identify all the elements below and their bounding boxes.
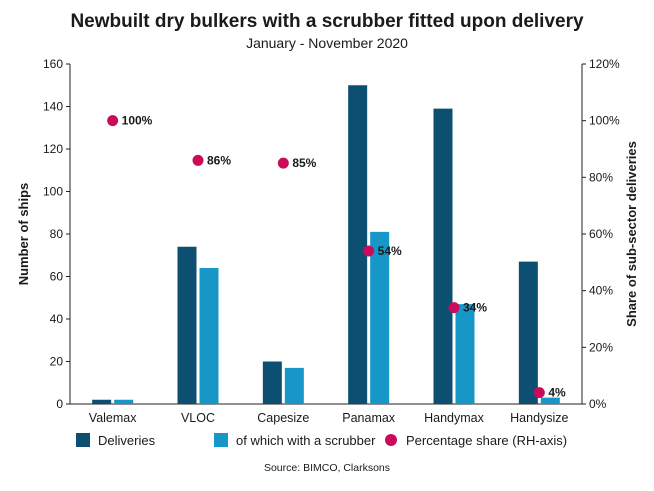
x-tick-label: Valemax — [89, 411, 137, 425]
bar-deliveries — [348, 85, 368, 404]
legend-swatch-share — [385, 434, 397, 446]
y2-tick-label: 120% — [589, 57, 620, 71]
chart-title: Newbuilt dry bulkers with a scrubber fit… — [70, 11, 584, 32]
x-tick-label: VLOC — [181, 411, 215, 425]
share-point — [363, 245, 375, 257]
share-data-label: 54% — [378, 244, 402, 258]
y2-tick-label: 20% — [589, 340, 613, 354]
share-point — [448, 302, 460, 314]
legend-label: of which with a scrubber — [236, 433, 376, 448]
legend: Deliveries of which with a scrubber Percen… — [76, 433, 567, 448]
plot-area: 0 20 40 60 80 100 120 140 160 0% 20% 40% 60% 80% 100% 1… — [43, 57, 620, 425]
legend-label: Deliveries — [98, 433, 156, 448]
chart-subtitle: January - November 2020 — [246, 35, 408, 51]
bar-scrubber — [455, 304, 475, 404]
share-point — [192, 154, 204, 166]
share-point — [277, 157, 289, 169]
bar-deliveries — [92, 399, 112, 404]
x-tick-label: Capesize — [257, 411, 309, 425]
x-tick-label: Handymax — [424, 411, 484, 425]
y2-tick-label: 80% — [589, 170, 613, 184]
source-note: Source: BIMCO, Clarksons — [264, 462, 390, 474]
legend-label: Percentage share (RH-axis) — [406, 433, 567, 448]
bar-scrubber — [370, 231, 390, 404]
y-tick-label: 40 — [50, 312, 64, 326]
x-tick-label: Panamax — [342, 411, 396, 425]
bar-deliveries — [262, 361, 282, 404]
share-point — [533, 387, 545, 399]
share-data-label: 86% — [207, 153, 231, 167]
y2-axis-title: Share of sub-sector deliveries — [624, 141, 639, 327]
y2-tick-label: 100% — [589, 114, 620, 128]
legend-swatch-scrubber — [214, 433, 228, 447]
share-data-label: 100% — [122, 114, 153, 128]
bar-scrubber — [199, 268, 219, 404]
bar-deliveries — [518, 261, 538, 404]
y-tick-label: 160 — [43, 57, 63, 71]
bar-scrubber — [284, 367, 304, 404]
y-tick-label: 80 — [50, 227, 64, 241]
y2-tick-label: 60% — [589, 227, 613, 241]
y2-tick-label: 0% — [589, 397, 607, 411]
share-point — [107, 115, 119, 127]
share-data-label: 34% — [463, 301, 487, 315]
x-tick-label: Handysize — [510, 411, 568, 425]
y2-tick-label: 40% — [589, 284, 613, 298]
bar-scrubber — [114, 399, 134, 404]
share-data-label: 85% — [292, 156, 316, 170]
y-tick-label: 120 — [43, 142, 63, 156]
bar-scrubber — [540, 397, 560, 404]
bar-deliveries — [177, 246, 197, 404]
legend-swatch-deliveries — [76, 433, 90, 447]
y-tick-label: 140 — [43, 100, 63, 114]
y-tick-label: 100 — [43, 185, 63, 199]
y-tick-label: 20 — [50, 355, 64, 369]
bar-deliveries — [433, 108, 453, 404]
share-data-label: 4% — [548, 386, 566, 400]
y-axis-title: Number of ships — [16, 183, 31, 286]
y-tick-label: 0 — [56, 397, 63, 411]
y-tick-label: 60 — [50, 270, 64, 284]
